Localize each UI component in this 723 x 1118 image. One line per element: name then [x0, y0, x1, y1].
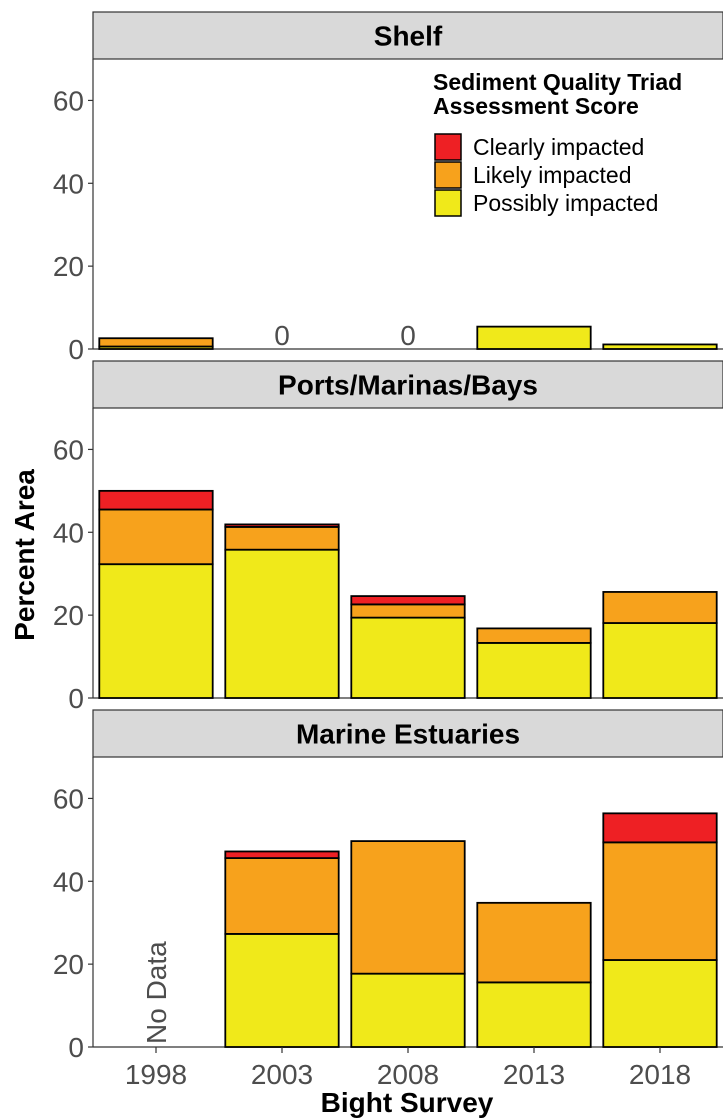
- bar-likely-2018: [602, 591, 718, 624]
- panel-2: Marine Estuaries 0 20 40 60 No Data: [53, 709, 723, 1063]
- panel-strip: [92, 709, 723, 758]
- y-tick-label: 0: [68, 334, 84, 365]
- x-axis-title: Bight Survey: [321, 1087, 494, 1118]
- y-tick-label: 0: [68, 1032, 84, 1063]
- panel-title: Shelf: [374, 21, 443, 52]
- bar-possibly-2003: [224, 548, 340, 699]
- panel-1: Ports/Marinas/Bays 0 20 40 60: [53, 360, 723, 714]
- panel-title: Ports/Marinas/Bays: [278, 370, 538, 401]
- bar-possibly-2018: [602, 343, 718, 350]
- y-tick-label: 40: [53, 168, 84, 199]
- bar-possibly-2008: [350, 616, 466, 699]
- bar-clearly-2003: [224, 850, 340, 859]
- bar-likely-2018: [602, 841, 718, 961]
- legend-swatch-possibly: [434, 189, 462, 217]
- bar-likely-1998: [98, 508, 214, 566]
- x-axis: 1998 2003 2008 2013 2018: [125, 1047, 691, 1090]
- bar-possibly-2013: [476, 981, 592, 1048]
- x-tick-label: 2008: [377, 1059, 439, 1090]
- y-tick-label: 60: [53, 85, 84, 116]
- x-tick-label: 2018: [629, 1059, 691, 1090]
- no-data-label: No Data: [141, 941, 172, 1044]
- bar-possibly-2013: [476, 325, 592, 350]
- y-tick-label: 20: [53, 949, 84, 980]
- legend-title-line2: Assessment Score: [433, 93, 639, 119]
- zero-label: 0: [400, 320, 416, 351]
- legend-label-clearly: Clearly impacted: [473, 134, 644, 160]
- bar-likely-2003: [224, 526, 340, 551]
- bar-likely-1998: [98, 337, 214, 348]
- bar-possibly-2013: [476, 642, 592, 699]
- x-tick-label: 1998: [125, 1059, 187, 1090]
- bar-clearly-2003: [224, 523, 340, 528]
- legend-label-possibly: Possibly impacted: [473, 190, 658, 216]
- bar-likely-2013: [476, 901, 592, 984]
- legend-title-line1: Sediment Quality Triad: [433, 69, 682, 95]
- bar-clearly-1998: [98, 489, 214, 511]
- legend-label-likely: Likely impacted: [473, 162, 632, 188]
- y-axis-title: Percent Area: [9, 469, 40, 641]
- bar-possibly-2008: [350, 972, 466, 1048]
- bar-likely-2008: [350, 603, 466, 619]
- bar-possibly-2018: [602, 959, 718, 1048]
- bar-likely-2008: [350, 840, 466, 975]
- bar-likely-2003: [224, 857, 340, 935]
- panel-strip: [92, 11, 723, 60]
- zero-label: 0: [274, 320, 290, 351]
- y-tick-label: 0: [68, 683, 84, 714]
- x-tick-label: 2003: [251, 1059, 313, 1090]
- bar-possibly-2018: [602, 622, 718, 699]
- y-tick-label: 40: [53, 866, 84, 897]
- x-tick-label: 2013: [503, 1059, 565, 1090]
- bar-likely-2013: [476, 627, 592, 644]
- bar-clearly-2018: [602, 812, 718, 844]
- panel-strip: [92, 360, 723, 409]
- y-tick-label: 60: [53, 783, 84, 814]
- panel-0: Shelf 0 20 40 60 0 0: [53, 11, 723, 365]
- y-tick-label: 20: [53, 251, 84, 282]
- y-tick-label: 40: [53, 517, 84, 548]
- legend-swatch-likely: [434, 161, 462, 189]
- panel-title: Marine Estuaries: [296, 719, 520, 750]
- bar-possibly-1998: [98, 563, 214, 699]
- bar-clearly-2008: [350, 595, 466, 606]
- y-tick-label: 60: [53, 434, 84, 465]
- bar-possibly-2003: [224, 933, 340, 1048]
- legend-swatch-clearly: [434, 133, 462, 161]
- y-tick-label: 20: [53, 600, 84, 631]
